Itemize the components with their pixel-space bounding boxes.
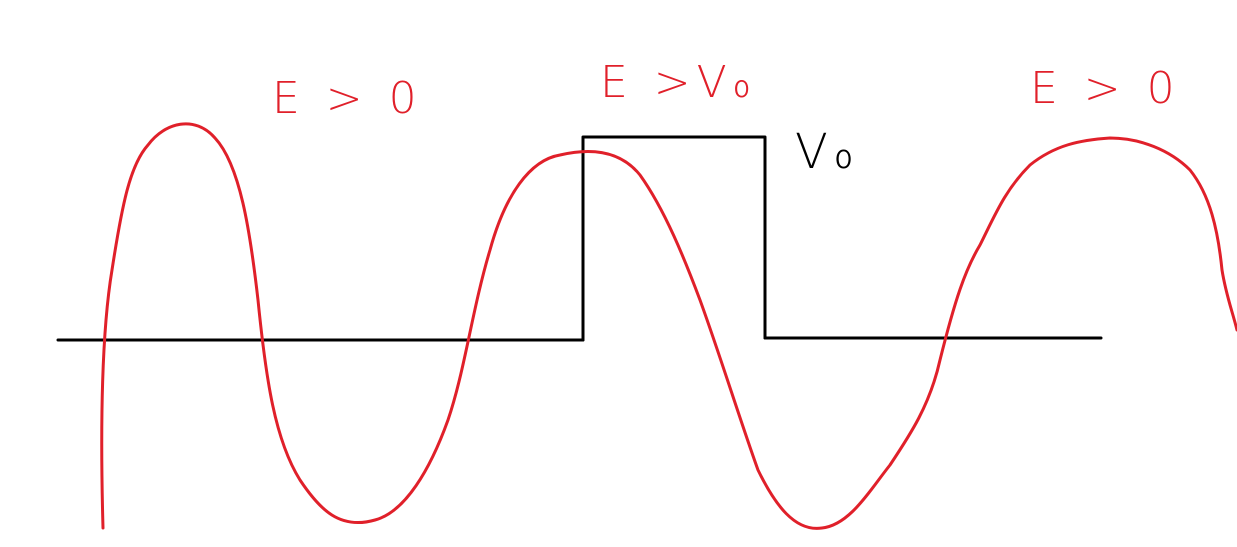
wavefunction-curve — [100, 122, 1237, 530]
left-region-energy-label: E > 0 — [272, 73, 423, 124]
potential-barrier — [581, 135, 767, 342]
barrier-height-label: V₀ — [795, 124, 859, 180]
barrier-region-energy-label: E >V₀ — [600, 57, 756, 108]
right-region-energy-label: E > 0 — [1030, 63, 1181, 114]
